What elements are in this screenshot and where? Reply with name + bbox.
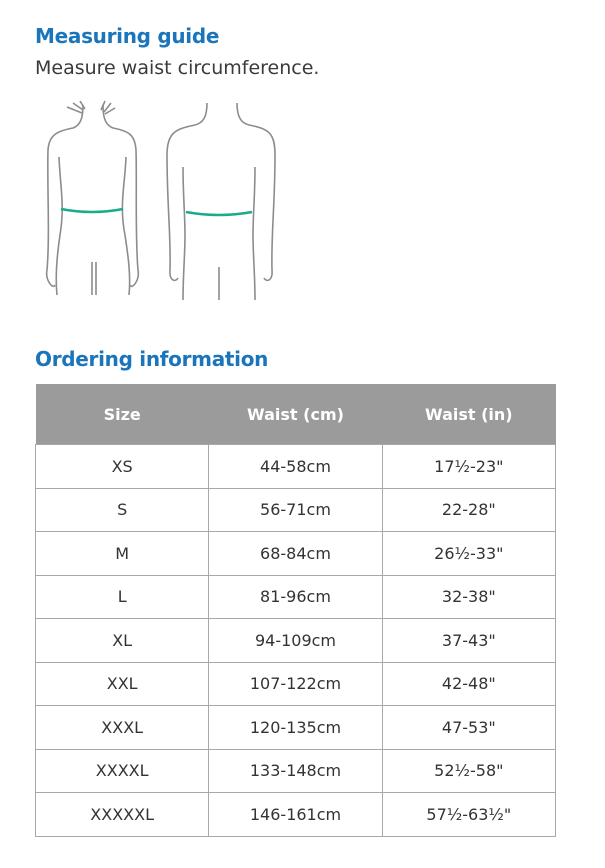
cell-size: XXXL: [34, 705, 210, 750]
table-row: XXXXL 133-148cm 52½-58": [34, 748, 557, 793]
cell-size: XXXXL: [34, 748, 210, 793]
table-row: XXXXXL 146-161cm 57½-63½": [34, 792, 557, 837]
cell-waist-cm: 68-84cm: [208, 531, 383, 576]
measuring-guide-title: Measuring guide: [35, 24, 220, 48]
column-header-waist-cm: Waist (cm): [208, 384, 383, 445]
cell-size: M: [34, 531, 210, 576]
table-header-row: Size Waist (cm) Waist (in): [35, 384, 556, 445]
male-waist-band: [185, 210, 253, 217]
measuring-guide-instruction: Measure waist circumference.: [35, 57, 320, 79]
cell-waist-cm: 133-148cm: [208, 748, 383, 793]
cell-waist-in: 22-28": [381, 487, 557, 532]
cell-size: XS: [34, 444, 210, 489]
cell-waist-in: 52½-58": [381, 748, 557, 793]
male-figure: [166, 102, 276, 300]
cell-size: XXL: [34, 661, 210, 706]
female-waist-band: [60, 207, 124, 214]
cell-waist-in: 57½-63½": [381, 792, 557, 837]
table-row: XL 94-109cm 37-43": [34, 618, 557, 663]
cell-waist-in: 32-38": [381, 574, 557, 619]
table-row: M 68-84cm 26½-33": [34, 531, 557, 576]
cell-waist-cm: 81-96cm: [208, 574, 383, 619]
cell-size: XXXXXL: [34, 792, 210, 837]
table-row: XXXL 120-135cm 47-53": [34, 705, 557, 750]
cell-size: S: [34, 487, 210, 532]
ordering-information-title: Ordering information: [35, 347, 269, 371]
cell-waist-cm: 120-135cm: [208, 705, 383, 750]
cell-waist-in: 47-53": [381, 705, 557, 750]
table-row: XXL 107-122cm 42-48": [34, 661, 557, 706]
cell-waist-cm: 44-58cm: [208, 444, 383, 489]
table-row: L 81-96cm 32-38": [34, 574, 557, 619]
female-figure: [45, 100, 140, 296]
cell-size: L: [34, 574, 210, 619]
table-row: S 56-71cm 22-28": [34, 487, 557, 532]
size-table: Size Waist (cm) Waist (in) XS 44-58cm 17½-…: [34, 384, 557, 837]
cell-waist-cm: 146-161cm: [208, 792, 383, 837]
cell-waist-in: 42-48": [381, 661, 557, 706]
cell-waist-in: 26½-33": [381, 531, 557, 576]
cell-waist-cm: 107-122cm: [208, 661, 383, 706]
cell-size: XL: [34, 618, 210, 663]
table-row: XS 44-58cm 17½-23": [34, 444, 557, 489]
cell-waist-cm: 94-109cm: [208, 618, 383, 663]
body-silhouettes-illustration: [45, 100, 276, 300]
cell-waist-in: 17½-23": [381, 444, 557, 489]
column-header-waist-in: Waist (in): [382, 384, 556, 445]
cell-waist-cm: 56-71cm: [208, 487, 383, 532]
column-header-size: Size: [35, 384, 209, 445]
cell-waist-in: 37-43": [381, 618, 557, 663]
